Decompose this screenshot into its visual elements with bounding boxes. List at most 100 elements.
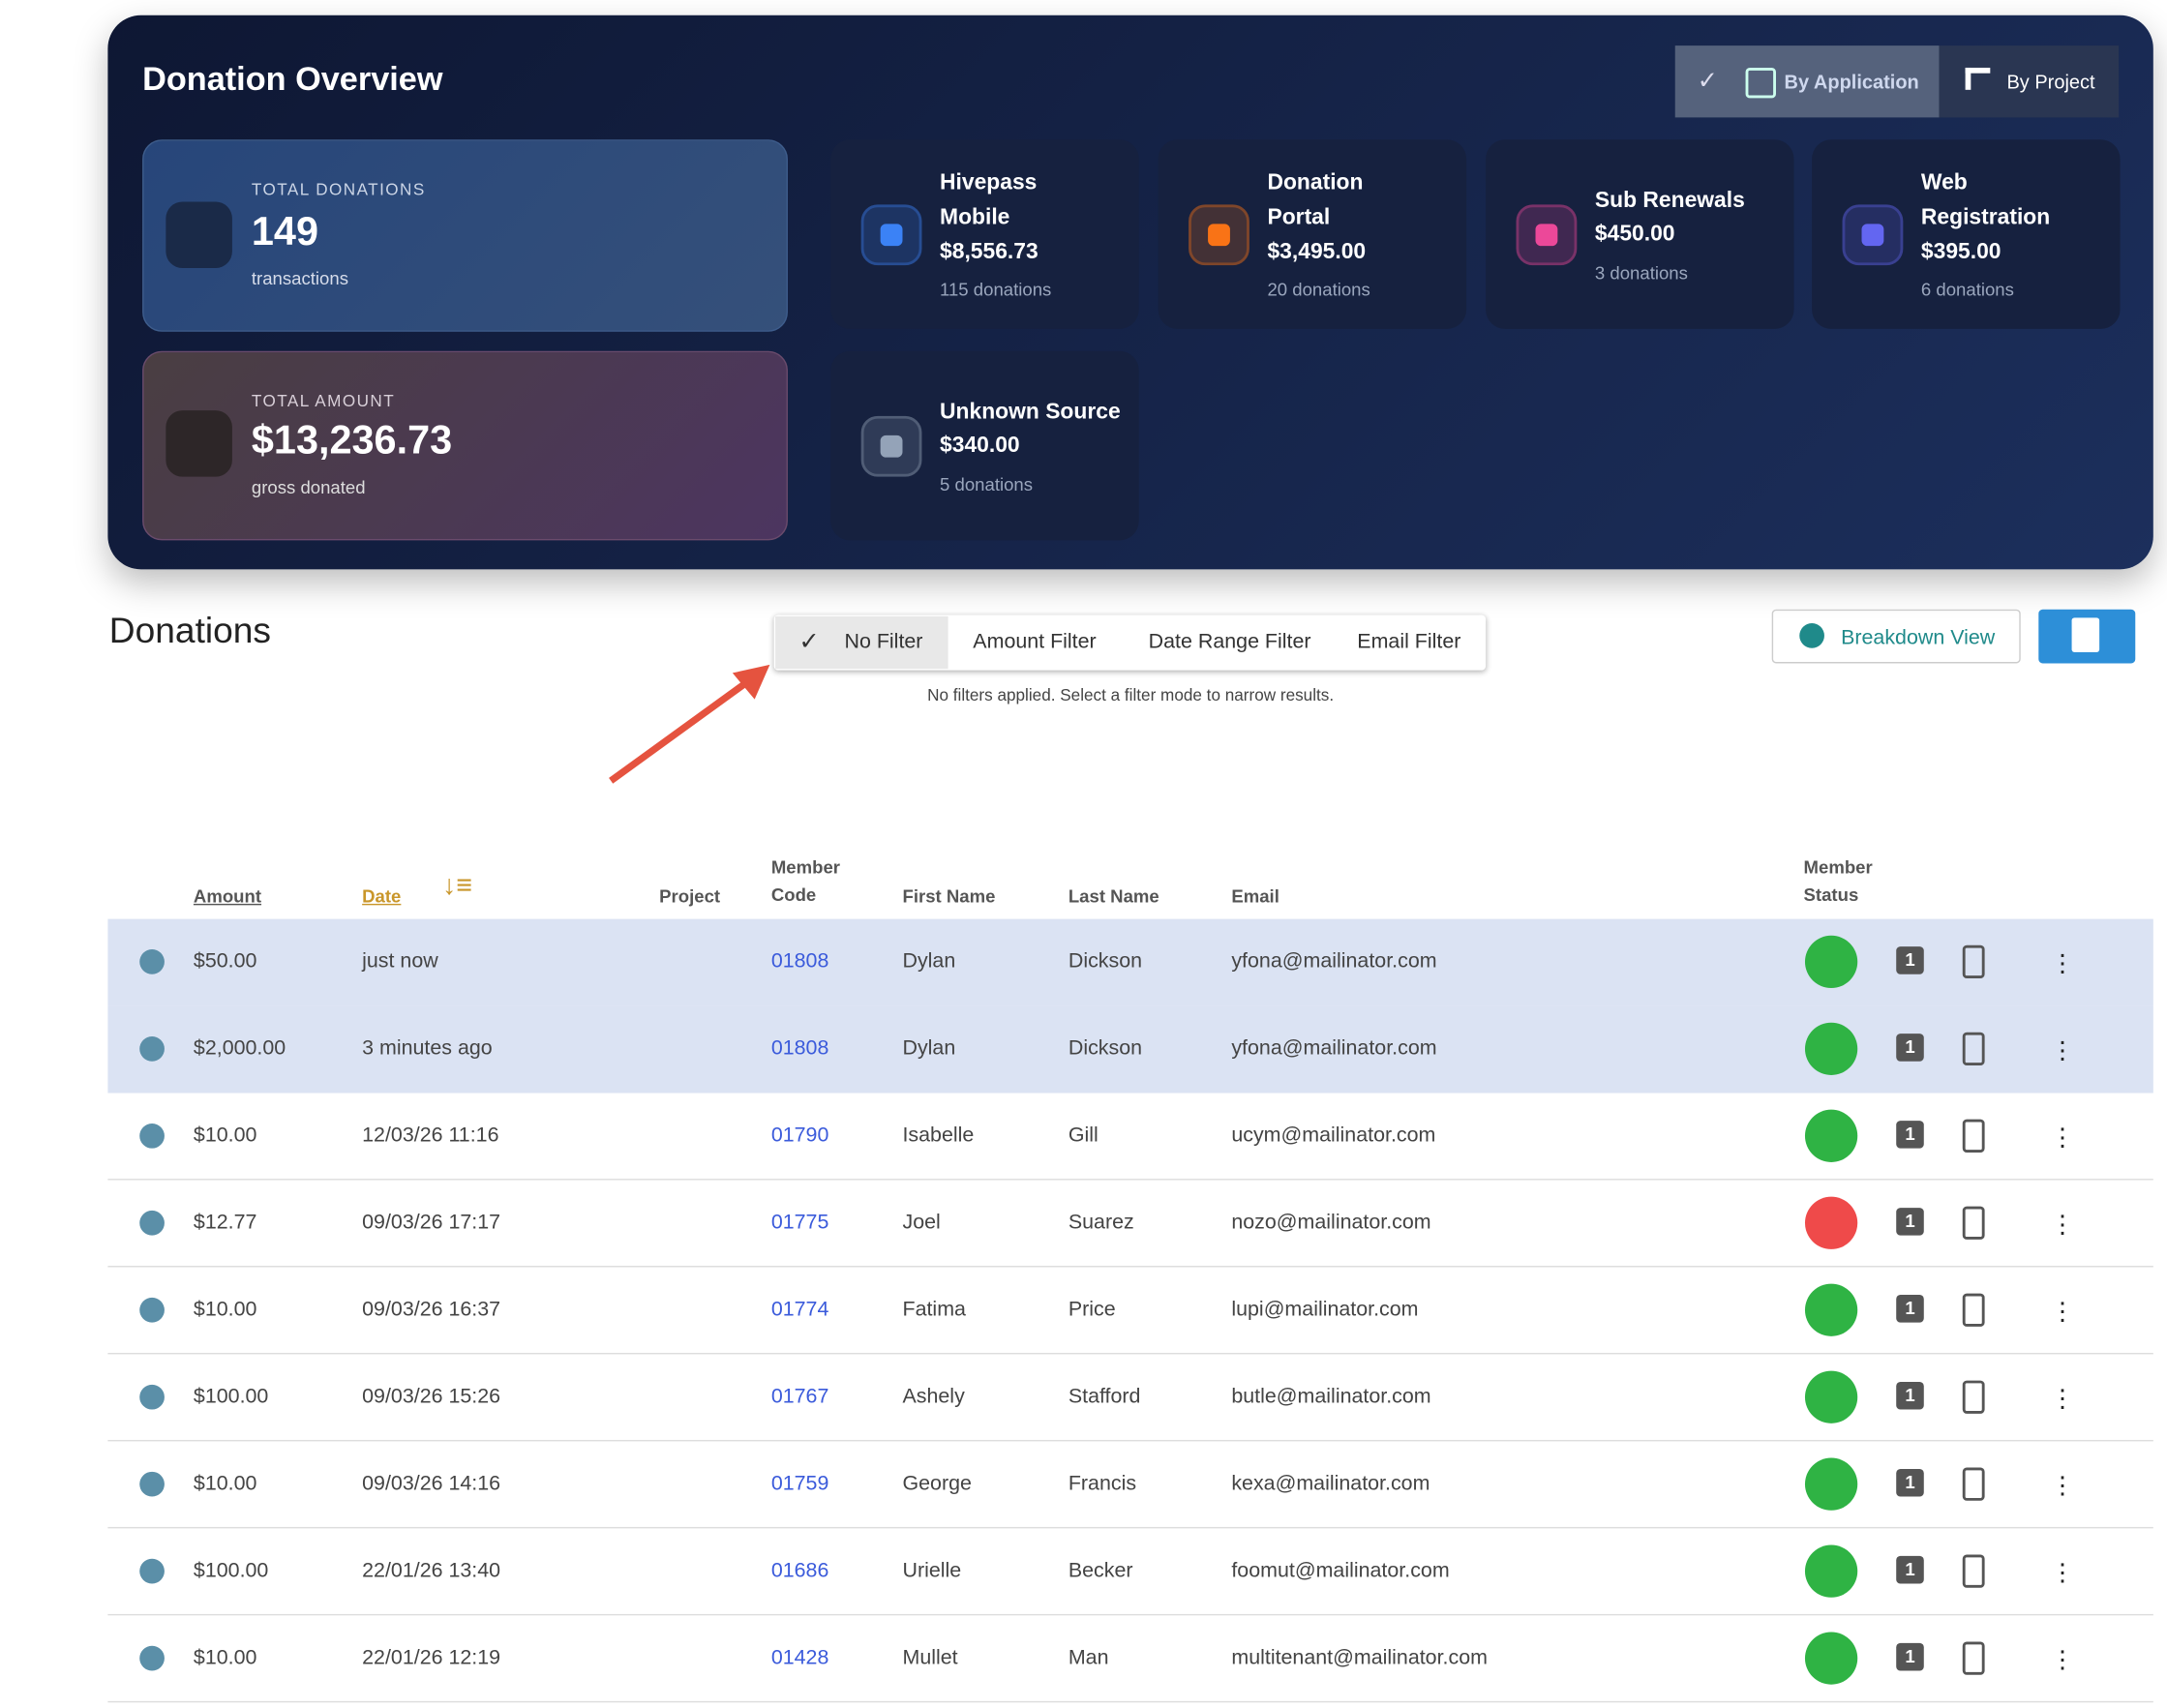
device-icon	[1962, 1119, 1985, 1153]
amount-icon	[139, 1645, 165, 1671]
column-header: First Name	[902, 885, 996, 907]
badge: 1	[1896, 1555, 1924, 1584]
column-header: Member Code	[770, 856, 841, 906]
first-name: Dylan	[902, 949, 956, 974]
amount-icon	[139, 1123, 165, 1149]
member-status	[1804, 1109, 1858, 1162]
amount-icon	[139, 1036, 165, 1062]
member-code[interactable]: 01767	[770, 1384, 829, 1409]
filter-tab[interactable]: Email Filter	[1357, 630, 1461, 654]
money-icon	[166, 410, 232, 477]
total-donations-card	[142, 139, 788, 332]
first-name: Urielle	[902, 1558, 962, 1583]
first-name: Mullet	[902, 1645, 958, 1670]
source-amount: $340.00	[940, 434, 1020, 458]
badge: 1	[1896, 1642, 1924, 1671]
member-code[interactable]: 01428	[770, 1645, 829, 1670]
row-menu[interactable]: · · ·	[2058, 1548, 2067, 1597]
date: 22/01/26 12:19	[362, 1645, 501, 1670]
amount-icon	[139, 949, 165, 974]
date: 09/03/26 16:37	[362, 1297, 501, 1322]
row-menu[interactable]: · · ·	[2058, 1461, 2067, 1510]
member-code[interactable]: 01759	[770, 1471, 829, 1496]
row-menu[interactable]: · · ·	[2058, 940, 2067, 987]
row-divider	[107, 1439, 2153, 1442]
amount-icon	[139, 1471, 165, 1497]
source-count: 3 donations	[1594, 262, 1688, 284]
member-code[interactable]: 01790	[770, 1123, 829, 1148]
source-icon-dot	[880, 434, 903, 458]
last-name: Dickson	[1068, 949, 1143, 974]
first-name: Dylan	[902, 1036, 956, 1061]
amount: $10.00	[193, 1471, 257, 1496]
badge: 1	[1896, 1382, 1924, 1410]
row-menu[interactable]: · · ·	[2058, 1027, 2067, 1074]
amount: $12.77	[193, 1210, 257, 1235]
source-name: Donation Portal	[1267, 171, 1364, 230]
source-icon	[860, 415, 922, 477]
email: multitenant@mailinator.com	[1231, 1645, 1488, 1670]
column-header: Member Status	[1803, 856, 1873, 906]
source-count: 115 donations	[940, 279, 1052, 300]
amount-icon	[139, 1384, 165, 1410]
row-menu[interactable]: · · ·	[2058, 1635, 2067, 1684]
filter-tab[interactable]: No Filter	[844, 630, 923, 654]
row-divider	[107, 1179, 2153, 1181]
member-status	[1804, 1544, 1858, 1598]
column-header[interactable]: Amount	[193, 885, 262, 907]
member-code[interactable]: 01686	[770, 1558, 829, 1583]
email: lupi@mailinator.com	[1231, 1297, 1419, 1322]
row-menu[interactable]: · · ·	[2058, 1374, 2067, 1423]
column-header[interactable]: Date	[362, 885, 402, 907]
device-icon	[1962, 1641, 1985, 1675]
device-icon	[1962, 1467, 1985, 1501]
toggle-label[interactable]: By Project	[2006, 70, 2095, 93]
filter-tab[interactable]: Date Range Filter	[1148, 630, 1311, 654]
sort-icon[interactable]: ↓≡	[441, 870, 472, 902]
breakdown-button[interactable]	[1771, 609, 2021, 664]
total-amount-card	[142, 350, 788, 541]
arrow-line	[609, 679, 749, 784]
member-code[interactable]: 01774	[770, 1297, 829, 1322]
last-name: Gill	[1068, 1123, 1099, 1148]
badge: 1	[1896, 946, 1924, 974]
stat-label: TOTAL AMOUNT	[251, 391, 396, 411]
breakdown-label[interactable]: Breakdown View	[1841, 625, 1996, 650]
date: 12/03/26 11:16	[362, 1123, 499, 1148]
filter-tab[interactable]: Amount Filter	[973, 630, 1097, 654]
email: nozo@mailinator.com	[1231, 1210, 1431, 1235]
toggle-label[interactable]: By Application	[1784, 70, 1919, 93]
row-menu[interactable]: · · ·	[2058, 1200, 2067, 1248]
row-menu[interactable]: · · ·	[2058, 1113, 2067, 1161]
column-header: Last Name	[1068, 885, 1159, 907]
member-code[interactable]: 01808	[770, 949, 829, 974]
source-name: Hivepass Mobile	[940, 171, 1038, 230]
amount: $100.00	[193, 1558, 269, 1583]
last-name: Man	[1068, 1645, 1109, 1670]
amount-icon	[139, 1297, 165, 1323]
email: butle@mailinator.com	[1231, 1384, 1431, 1409]
amount-icon	[139, 1210, 165, 1236]
row-divider	[107, 1526, 2153, 1529]
device-icon	[1962, 1554, 1985, 1588]
member-status	[1804, 1022, 1858, 1075]
source-count: 5 donations	[940, 473, 1034, 495]
amount-icon	[139, 1558, 165, 1584]
row-menu[interactable]: · · ·	[2058, 1287, 2067, 1335]
member-code[interactable]: 01775	[770, 1210, 829, 1235]
member-status	[1804, 1457, 1858, 1511]
date: 09/03/26 17:17	[362, 1210, 501, 1235]
amount: $10.00	[193, 1123, 257, 1148]
device-icon	[1962, 1206, 1985, 1240]
member-status	[1804, 1370, 1858, 1423]
source-amount: $3,495.00	[1267, 240, 1367, 264]
first-name: Ashely	[902, 1384, 965, 1409]
first-name: Isabelle	[902, 1123, 975, 1148]
member-status	[1804, 1196, 1858, 1249]
member-status	[1804, 1283, 1858, 1336]
stat-sub: transactions	[251, 268, 348, 289]
date: just now	[362, 949, 438, 974]
member-code[interactable]: 01808	[770, 1036, 829, 1061]
toggle-by-application[interactable]	[1674, 45, 1940, 118]
